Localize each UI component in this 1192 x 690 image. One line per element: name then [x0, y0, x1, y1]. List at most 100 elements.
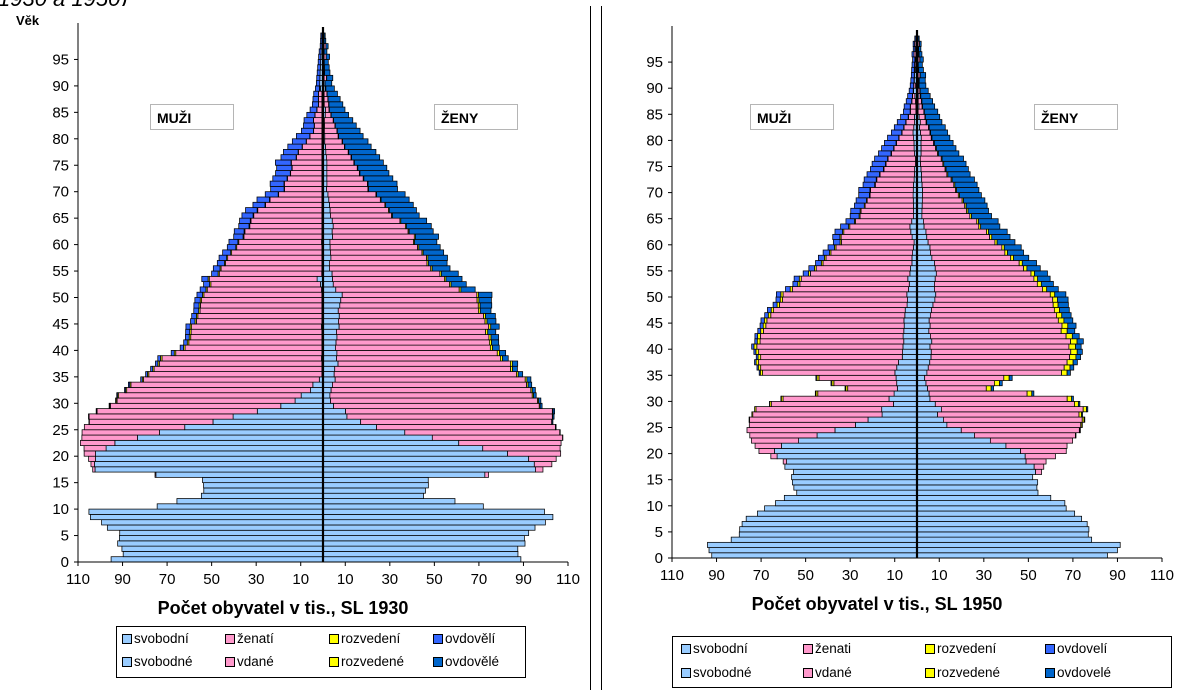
- single-bar: [322, 397, 331, 404]
- single-bar: [741, 521, 918, 528]
- widowed-bar: [917, 61, 923, 68]
- widowed-bar: [325, 85, 335, 92]
- x-axis-title: Počet obyvatel v tis., SL 1930: [158, 598, 409, 618]
- widowed-bar: [388, 207, 417, 214]
- x-tick-label: 50: [203, 571, 220, 588]
- widowed-bar: [822, 249, 830, 256]
- single-bar: [322, 524, 536, 531]
- single-bar: [867, 416, 918, 423]
- widowed-bar: [323, 59, 329, 66]
- single-bar: [119, 535, 324, 542]
- widowed-bar: [941, 155, 964, 162]
- y-tick-label: 45: [646, 315, 663, 332]
- widowed-bar: [871, 160, 886, 167]
- single-bar: [916, 322, 931, 329]
- widowed-bar: [1071, 333, 1080, 340]
- widowed-bar: [759, 322, 764, 329]
- married-bar: [88, 455, 96, 462]
- married-bar: [336, 350, 498, 357]
- married-bar: [974, 432, 1076, 439]
- single-bar: [322, 551, 519, 558]
- bars-group: [80, 32, 564, 563]
- married-bar: [879, 171, 915, 178]
- single-bar: [916, 515, 1083, 522]
- single-bar: [203, 487, 324, 494]
- y-tick-label: 80: [52, 131, 69, 148]
- widowed-bar: [965, 202, 988, 209]
- married-bar: [153, 365, 323, 372]
- married-bar: [188, 339, 323, 346]
- married-bar: [893, 145, 915, 152]
- widowed-bar: [325, 53, 330, 60]
- single-bar: [322, 228, 333, 235]
- widowed-bar: [757, 327, 762, 334]
- widowed-bar: [252, 201, 266, 208]
- married-bar: [934, 275, 1035, 282]
- y-tick-label: 85: [646, 106, 663, 123]
- married-bar: [333, 402, 540, 409]
- widowed-bar: [919, 40, 922, 47]
- widowed-bar: [922, 103, 936, 110]
- widowed-bar: [844, 385, 847, 392]
- divorced-bar: [1063, 364, 1071, 371]
- single-bar: [916, 468, 1036, 475]
- married-bar: [332, 223, 406, 230]
- married-bar: [109, 402, 282, 409]
- widowed-bar: [881, 145, 894, 152]
- single-bar: [834, 427, 918, 434]
- widowed-bar: [487, 328, 497, 335]
- married-bar: [318, 90, 323, 97]
- widowed-bar: [900, 113, 909, 120]
- single-bar: [119, 529, 324, 536]
- single-bar: [137, 434, 324, 441]
- single-bar: [916, 521, 1088, 528]
- single-bar: [916, 286, 935, 293]
- widowed-bar: [317, 59, 322, 66]
- married-bar: [766, 317, 905, 324]
- married-bar: [337, 307, 479, 314]
- single-bar: [783, 494, 918, 501]
- married-bar: [876, 176, 915, 183]
- divorced-bar: [1065, 333, 1073, 340]
- single-bar: [764, 505, 918, 512]
- married-bar: [917, 108, 925, 115]
- single-bar: [881, 411, 918, 418]
- women-label: ŽENY: [434, 104, 518, 130]
- y-tick-label: 85: [52, 104, 69, 121]
- single-bar: [903, 338, 918, 345]
- married-bar: [754, 442, 782, 449]
- widowed-bar: [967, 207, 989, 214]
- married-bar: [284, 186, 323, 193]
- widowed-bar: [802, 270, 809, 277]
- married-bar: [920, 160, 944, 167]
- single-bar: [200, 492, 324, 499]
- married-bar: [935, 270, 1032, 277]
- widowed-bar: [1057, 301, 1069, 308]
- y-tick-label: 95: [646, 54, 663, 71]
- married-bar: [751, 437, 799, 444]
- married-bar: [1020, 448, 1067, 454]
- married-bar: [928, 327, 1062, 334]
- married-bar: [118, 392, 302, 399]
- single-bar: [903, 322, 918, 329]
- widowed-bar: [792, 280, 799, 287]
- widowed-bar: [315, 80, 321, 87]
- married-bar: [920, 140, 935, 146]
- married-bar: [318, 96, 323, 103]
- widowed-bar: [329, 106, 346, 113]
- married-bar: [866, 197, 914, 204]
- y-tick-label: 75: [646, 159, 663, 176]
- widowed-bar: [338, 133, 364, 140]
- y-tick-label: 0: [655, 550, 663, 567]
- widowed-bar: [866, 171, 880, 178]
- widowed-bar: [526, 376, 532, 383]
- married-bar: [910, 103, 917, 110]
- single-bar: [916, 364, 929, 371]
- x-tick-label: 70: [159, 571, 176, 588]
- widowed-bar: [318, 48, 322, 55]
- married-bar: [941, 406, 1084, 413]
- single-bar: [916, 531, 1089, 538]
- single-bar: [155, 471, 324, 478]
- married-bar: [318, 101, 323, 108]
- married-bar: [332, 275, 445, 283]
